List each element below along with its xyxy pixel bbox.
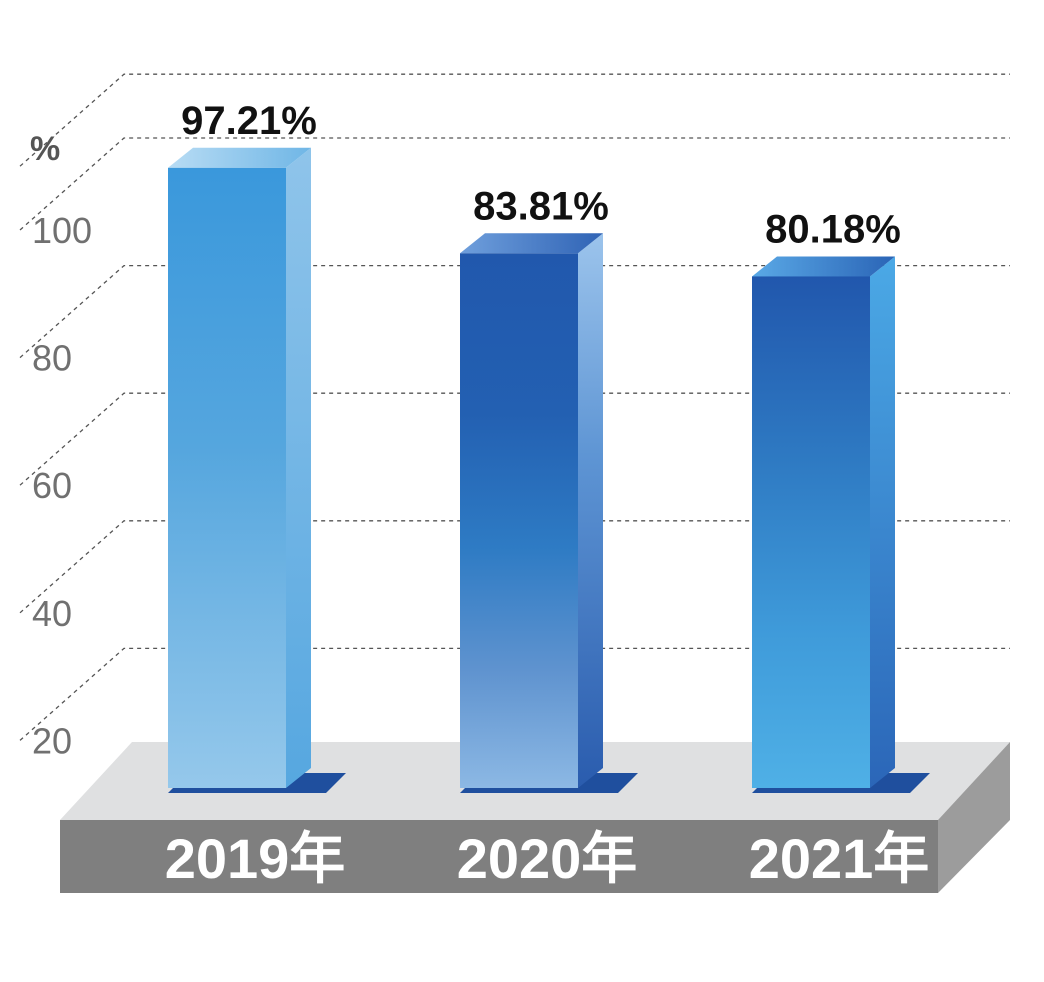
data-labels: 97.21% 83.81% 80.18% — [181, 99, 901, 252]
gridlines — [19, 73, 1010, 741]
category-labels: 2019年 2020年 2021年 — [165, 827, 930, 890]
category-label: 2020年 — [457, 827, 638, 890]
bar-side — [578, 233, 603, 788]
y-tick-label: 60 — [32, 465, 72, 506]
bar-top — [460, 233, 603, 254]
gridline — [19, 73, 1010, 167]
bar-2019年 — [168, 147, 346, 793]
platform-front — [60, 820, 938, 893]
gridline — [19, 264, 1010, 359]
data-label: 97.21% — [181, 99, 317, 143]
bar-front — [752, 276, 870, 788]
y-axis-ticks: 20 40 60 80 100 — [32, 210, 92, 761]
gridline — [19, 647, 1010, 741]
y-axis-unit-label: % — [30, 130, 60, 168]
y-tick-label: 100 — [32, 210, 92, 251]
gridline — [19, 137, 1010, 231]
bar-top — [168, 147, 311, 168]
bar-2021年 — [752, 256, 930, 793]
category-label: 2021年 — [749, 827, 930, 890]
y-tick-label: 20 — [32, 720, 72, 761]
gridline — [19, 392, 1010, 486]
platform-side — [938, 742, 1010, 893]
bar-front — [168, 167, 286, 789]
y-tick-label: 80 — [32, 338, 72, 379]
y-tick-label: 40 — [32, 593, 72, 634]
gridline — [19, 520, 1010, 614]
bar-side — [286, 147, 311, 789]
data-label: 80.18% — [765, 207, 901, 251]
bar-front — [460, 253, 578, 788]
bar-side — [870, 256, 895, 788]
bar-top — [752, 256, 895, 277]
category-label: 2019年 — [165, 827, 346, 890]
data-label: 83.81% — [473, 184, 609, 228]
bars — [168, 147, 930, 793]
bar-2020年 — [460, 233, 638, 793]
